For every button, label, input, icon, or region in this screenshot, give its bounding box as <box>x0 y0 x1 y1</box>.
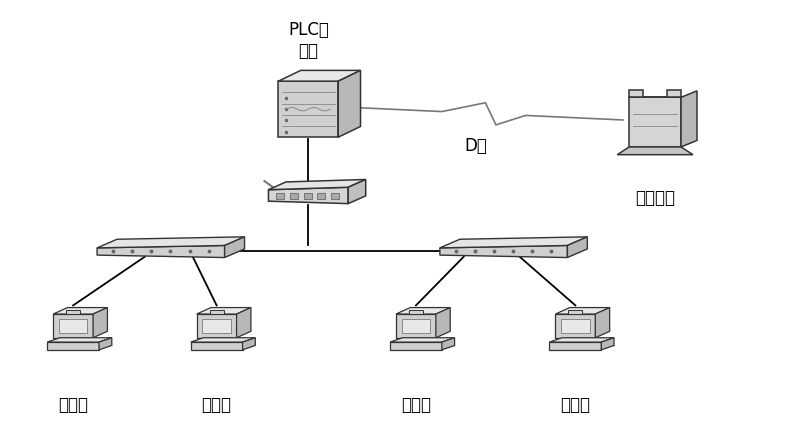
Polygon shape <box>630 97 681 147</box>
Polygon shape <box>242 338 255 350</box>
Polygon shape <box>396 308 450 314</box>
Polygon shape <box>618 147 693 155</box>
Polygon shape <box>278 70 361 81</box>
Polygon shape <box>197 308 251 314</box>
Text: 客户机: 客户机 <box>401 395 431 414</box>
Bar <box>290 193 298 199</box>
Polygon shape <box>97 246 225 257</box>
Bar <box>402 319 430 333</box>
Polygon shape <box>47 342 99 350</box>
Polygon shape <box>390 342 442 350</box>
Polygon shape <box>666 89 681 97</box>
Bar <box>58 319 87 333</box>
Polygon shape <box>436 308 450 338</box>
Polygon shape <box>409 310 423 314</box>
Bar <box>318 193 326 199</box>
Polygon shape <box>66 310 80 314</box>
Polygon shape <box>390 338 454 342</box>
Polygon shape <box>681 91 697 147</box>
Bar <box>561 319 590 333</box>
Polygon shape <box>237 308 251 338</box>
Polygon shape <box>269 187 348 204</box>
Polygon shape <box>54 314 93 338</box>
Bar <box>202 319 231 333</box>
Polygon shape <box>225 237 245 257</box>
Polygon shape <box>338 70 361 137</box>
Text: 外围设备: 外围设备 <box>635 189 675 207</box>
Polygon shape <box>602 338 614 350</box>
Polygon shape <box>442 338 454 350</box>
Polygon shape <box>595 308 610 338</box>
Polygon shape <box>348 180 366 204</box>
Bar <box>276 193 284 199</box>
Polygon shape <box>190 338 255 342</box>
Polygon shape <box>99 338 112 350</box>
Polygon shape <box>54 308 107 314</box>
Polygon shape <box>569 310 582 314</box>
Polygon shape <box>567 237 587 257</box>
Polygon shape <box>555 308 610 314</box>
Text: D网: D网 <box>464 137 487 155</box>
Polygon shape <box>93 308 107 338</box>
Polygon shape <box>550 342 602 350</box>
Polygon shape <box>440 246 567 257</box>
Bar <box>303 193 311 199</box>
Polygon shape <box>269 180 366 190</box>
Bar <box>331 193 339 199</box>
Text: 客户机: 客户机 <box>58 395 88 414</box>
Polygon shape <box>47 338 112 342</box>
Polygon shape <box>550 338 614 342</box>
Polygon shape <box>197 314 237 338</box>
Polygon shape <box>210 310 224 314</box>
Polygon shape <box>555 314 595 338</box>
Polygon shape <box>278 81 338 137</box>
Polygon shape <box>440 237 587 248</box>
Polygon shape <box>97 237 245 248</box>
Text: 客户机: 客户机 <box>202 395 232 414</box>
Polygon shape <box>396 314 436 338</box>
Polygon shape <box>190 342 242 350</box>
Text: 客户机: 客户机 <box>560 395 590 414</box>
Polygon shape <box>630 89 643 97</box>
Text: PLC服
务器: PLC服 务器 <box>288 21 329 59</box>
